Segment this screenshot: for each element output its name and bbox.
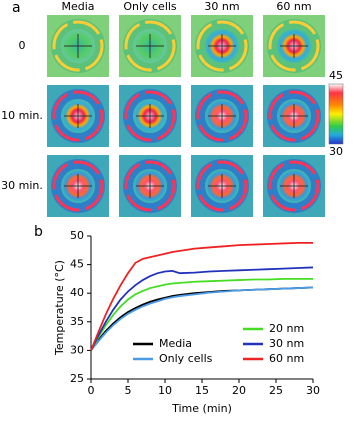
y-tick-label: 35	[70, 315, 84, 328]
series-line	[90, 266, 314, 351]
well-ring	[268, 90, 320, 142]
y-tick-label: 40	[70, 286, 84, 299]
legend-label: Media	[159, 337, 192, 350]
colorbar-tick-label: 30	[329, 145, 343, 158]
y-tick-label: 25	[70, 372, 84, 385]
y-axis-label: Temperature (°C)	[53, 260, 66, 356]
series-line	[90, 241, 313, 351]
well-ring	[268, 160, 320, 212]
well-ring	[196, 160, 248, 212]
colorbar-tick-label: 45	[329, 69, 343, 82]
panel-label: a	[12, 0, 21, 16]
x-tick-label: 20	[232, 384, 246, 397]
y-tick-label: 30	[70, 343, 84, 356]
well-ring	[124, 20, 176, 72]
row-label: 30 min.	[1, 179, 43, 192]
well-ring	[52, 160, 104, 212]
thermal-images	[47, 15, 325, 217]
colorbar	[328, 83, 344, 145]
series-line	[90, 278, 313, 351]
chart: 25 30 35 40 45 50 0 5 10 15 20 25 30 Time (min) Temper…	[53, 229, 320, 415]
x-tick-label: 30	[306, 384, 320, 397]
legend-label: Only cells	[159, 352, 213, 365]
well-ring	[196, 90, 248, 142]
legend-label: 20 nm	[269, 322, 304, 335]
x-tick-label: 25	[269, 384, 283, 397]
column-label: 30 nm	[204, 0, 239, 13]
y-tick-label: 45	[70, 258, 84, 271]
row-label: 10 min.	[1, 109, 43, 122]
row-label: 0	[19, 39, 26, 52]
legend-label: 60 nm	[269, 352, 304, 365]
y-tick-label: 50	[70, 229, 84, 242]
well-ring	[124, 160, 176, 212]
well-ring	[52, 20, 104, 72]
x-tick-label: 5	[125, 384, 132, 397]
x-tick-label: 10	[158, 384, 172, 397]
column-label: Only cells	[123, 0, 177, 13]
well-ring	[196, 20, 248, 72]
column-label: Media	[61, 0, 94, 13]
x-tick-label: 0	[88, 384, 95, 397]
legend-label: 30 nm	[269, 337, 304, 350]
x-axis-label: Time (min)	[171, 402, 232, 415]
column-label: 60 nm	[276, 0, 311, 13]
well-ring	[124, 90, 176, 142]
series-line	[90, 286, 314, 351]
well-ring	[268, 20, 320, 72]
well-ring	[52, 90, 104, 142]
panel-label: b	[34, 224, 43, 240]
x-tick-label: 15	[195, 384, 209, 397]
